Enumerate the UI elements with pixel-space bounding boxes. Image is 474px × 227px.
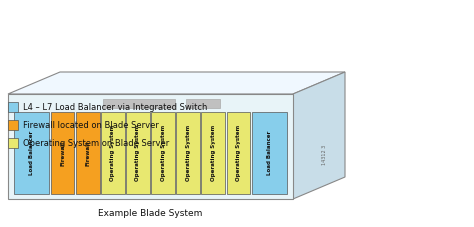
Text: L4 – L7 Load Balancer via Integrated Switch: L4 – L7 Load Balancer via Integrated Swi… [23,103,207,111]
Text: Firewall: Firewall [85,141,90,165]
Text: Operating System: Operating System [136,125,140,181]
Text: Operating System: Operating System [110,125,115,181]
Bar [76,112,100,194]
Bar [103,99,175,108]
Text: Load Balancer: Load Balancer [267,131,272,175]
Text: Operating System: Operating System [211,125,216,181]
Text: Operating System on Blade Server: Operating System on Blade Server [23,138,169,148]
Text: Operating System: Operating System [186,125,191,181]
Bar [51,112,74,194]
Bar [14,112,49,194]
Bar [126,112,150,194]
Bar [8,138,18,148]
Text: Firewall located on Blade Server: Firewall located on Blade Server [23,121,159,129]
Bar [101,112,125,194]
Bar [201,112,225,194]
Bar [8,102,18,112]
Bar [8,94,293,199]
Bar [176,112,200,194]
Bar [8,120,18,130]
Text: Firewall: Firewall [60,141,65,165]
Bar [227,112,250,194]
Bar [151,112,175,194]
Text: Operating System: Operating System [236,125,241,181]
Polygon shape [8,72,345,94]
Text: 14312 3: 14312 3 [322,144,327,165]
Bar [252,112,287,194]
Text: Example Blade System: Example Blade System [98,209,203,218]
Text: Load Balancer: Load Balancer [29,131,34,175]
Polygon shape [293,72,345,199]
Bar [186,99,220,108]
Text: Operating System: Operating System [161,125,165,181]
